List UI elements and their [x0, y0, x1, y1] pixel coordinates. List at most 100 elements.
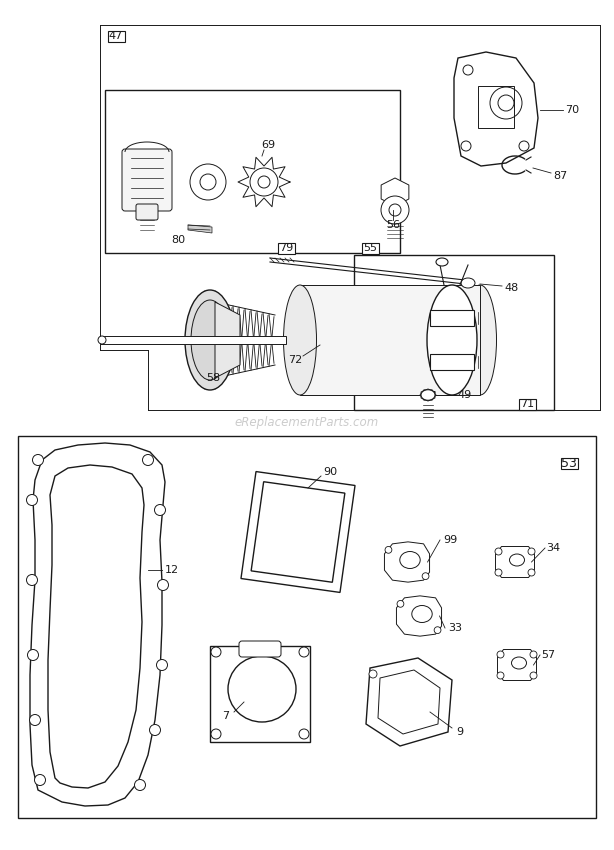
Circle shape: [211, 647, 221, 657]
Polygon shape: [210, 646, 310, 742]
Text: 58: 58: [206, 373, 220, 383]
Text: 55: 55: [363, 243, 377, 253]
Circle shape: [369, 670, 377, 678]
Polygon shape: [48, 465, 144, 788]
Ellipse shape: [400, 552, 420, 569]
Circle shape: [381, 196, 409, 224]
Ellipse shape: [412, 605, 432, 622]
Bar: [430, 310, 474, 326]
Text: 80: 80: [171, 235, 185, 245]
Circle shape: [211, 729, 221, 739]
Circle shape: [385, 547, 392, 553]
Circle shape: [142, 455, 154, 466]
Bar: [362, 242, 378, 253]
Ellipse shape: [228, 656, 296, 722]
Text: 48: 48: [505, 283, 519, 293]
Ellipse shape: [185, 290, 235, 390]
Polygon shape: [397, 596, 441, 636]
Circle shape: [149, 724, 160, 735]
Circle shape: [200, 174, 216, 190]
Text: 12: 12: [165, 565, 179, 575]
Polygon shape: [420, 390, 436, 400]
Text: 71: 71: [520, 399, 534, 409]
Polygon shape: [30, 443, 165, 806]
Circle shape: [397, 600, 404, 607]
Polygon shape: [495, 547, 535, 577]
Polygon shape: [188, 225, 212, 233]
Text: 33: 33: [448, 623, 462, 633]
Circle shape: [157, 660, 168, 671]
Circle shape: [530, 672, 537, 679]
Circle shape: [250, 168, 278, 196]
Bar: [18, 436, 596, 818]
Circle shape: [422, 573, 429, 580]
Text: 87: 87: [553, 171, 567, 181]
Polygon shape: [497, 649, 537, 681]
Ellipse shape: [284, 285, 316, 395]
Text: 56: 56: [386, 220, 400, 230]
Circle shape: [497, 672, 504, 679]
Circle shape: [530, 651, 537, 658]
Text: 69: 69: [261, 140, 275, 150]
Circle shape: [258, 176, 270, 188]
Text: 49: 49: [458, 390, 472, 400]
Bar: [430, 354, 474, 370]
Ellipse shape: [510, 554, 524, 566]
Circle shape: [495, 548, 502, 555]
Ellipse shape: [98, 336, 106, 344]
Bar: [100, 336, 286, 344]
FancyBboxPatch shape: [136, 204, 158, 220]
Polygon shape: [384, 541, 430, 582]
Circle shape: [134, 779, 146, 790]
Polygon shape: [381, 178, 409, 206]
Circle shape: [495, 569, 502, 576]
Polygon shape: [251, 482, 345, 582]
Circle shape: [299, 647, 309, 657]
Circle shape: [528, 569, 535, 576]
Circle shape: [434, 626, 441, 633]
Text: 70: 70: [565, 105, 579, 115]
Bar: [278, 242, 295, 253]
Ellipse shape: [464, 285, 497, 395]
Circle shape: [28, 649, 39, 660]
Ellipse shape: [461, 278, 475, 288]
Text: 9: 9: [456, 727, 464, 737]
Bar: [107, 31, 125, 42]
Polygon shape: [241, 472, 355, 592]
Circle shape: [158, 580, 168, 591]
Polygon shape: [215, 302, 240, 378]
Circle shape: [190, 164, 226, 200]
Bar: [300, 285, 480, 395]
Ellipse shape: [427, 285, 477, 395]
Text: 53: 53: [561, 456, 577, 469]
Ellipse shape: [191, 300, 229, 380]
Text: 72: 72: [288, 355, 302, 365]
Circle shape: [26, 575, 37, 586]
Text: 47: 47: [109, 31, 123, 41]
Text: 99: 99: [443, 535, 457, 545]
Text: eReplacementParts.com: eReplacementParts.com: [235, 416, 379, 428]
Polygon shape: [454, 52, 538, 166]
Polygon shape: [378, 670, 440, 734]
Circle shape: [33, 455, 44, 466]
Text: 79: 79: [279, 243, 293, 253]
Text: 34: 34: [546, 543, 560, 553]
Text: 7: 7: [222, 711, 230, 721]
Text: 57: 57: [541, 650, 555, 660]
Circle shape: [497, 651, 504, 658]
Circle shape: [528, 548, 535, 555]
Circle shape: [29, 715, 41, 726]
Bar: [518, 399, 535, 410]
FancyBboxPatch shape: [122, 149, 172, 211]
Circle shape: [155, 505, 166, 515]
Circle shape: [26, 495, 37, 506]
Ellipse shape: [511, 657, 526, 669]
Bar: [478, 86, 514, 128]
Bar: [354, 255, 554, 410]
Circle shape: [299, 729, 309, 739]
Ellipse shape: [436, 258, 448, 266]
Text: 90: 90: [323, 467, 337, 477]
Circle shape: [34, 774, 45, 785]
Bar: [105, 90, 400, 253]
FancyBboxPatch shape: [239, 641, 281, 657]
